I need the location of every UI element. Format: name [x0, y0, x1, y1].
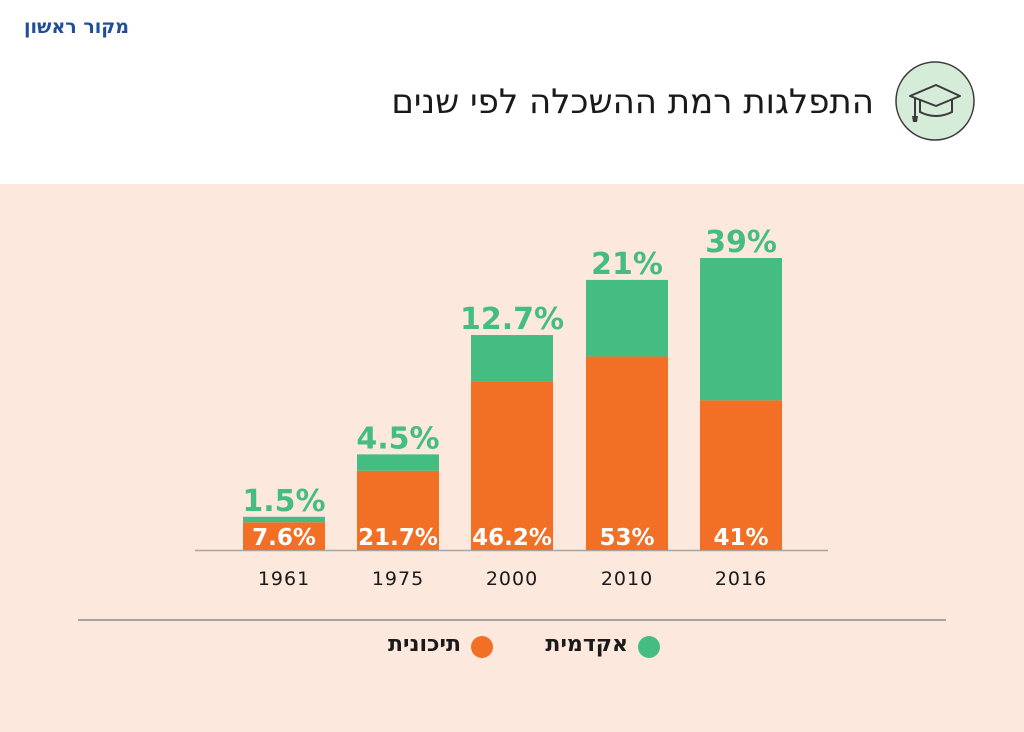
- data-label-academic-1975: 4.5%: [356, 421, 439, 456]
- legend: אקדמית תיכונית: [0, 632, 1024, 662]
- legend-swatch-academic: [638, 636, 660, 658]
- data-label-highschool-2010: 53%: [599, 525, 654, 551]
- bar-highschool-2010: [586, 356, 668, 550]
- graduation-cap-icon: [894, 60, 976, 142]
- bar-highschool-1961: [243, 522, 325, 550]
- data-label-highschool-2016: 41%: [713, 525, 768, 551]
- x-tick-label-2010: 2010: [601, 568, 653, 590]
- legend-label-academic: אקדמית: [545, 632, 628, 657]
- bar-academic-1975: [357, 454, 439, 471]
- chart-title: התפלגות רמת ההשכלה לפי שנים: [391, 82, 874, 122]
- data-label-academic-2010: 21%: [591, 247, 663, 282]
- bar-academic-2016: [700, 258, 782, 401]
- data-label-highschool-1975: 21.7%: [358, 525, 438, 551]
- bar-chart: 7.6% 1.5% 1961 21.7% 4.5% 1975 46.2% 12.7% 2000 5…: [195, 225, 828, 590]
- data-label-academic-1961: 1.5%: [242, 484, 325, 519]
- legend-item-academic: אקדמית: [530, 632, 660, 660]
- legend-item-highschool: תיכונית: [368, 632, 493, 660]
- header: מקור ראשון התפלגות רמת ההשכלה לפי שנים: [0, 0, 1024, 184]
- bar-highschool-1975: [357, 470, 439, 550]
- x-tick-label-2000: 2000: [486, 568, 538, 590]
- data-label-highschool-1961: 7.6%: [252, 525, 316, 551]
- legend-label-highschool: תיכונית: [388, 632, 461, 657]
- x-tick-label-2016: 2016: [715, 568, 767, 590]
- brand-logo: מקור ראשון: [24, 16, 130, 38]
- bar-highschool-2000: [471, 381, 553, 550]
- legend-swatch-highschool: [471, 636, 493, 658]
- bar-highschool-2016: [700, 400, 782, 550]
- data-label-academic-2000: 12.7%: [460, 302, 564, 337]
- legend-divider: [78, 619, 946, 621]
- x-tick-label-1961: 1961: [258, 568, 310, 590]
- x-tick-label-1975: 1975: [372, 568, 424, 590]
- bar-academic-1961: [243, 516, 325, 523]
- bar-academic-2010: [586, 279, 668, 357]
- data-label-academic-2016: 39%: [705, 225, 777, 260]
- bar-academic-2000: [471, 335, 553, 382]
- data-label-highschool-2000: 46.2%: [472, 525, 552, 551]
- chart-area: 7.6% 1.5% 1961 21.7% 4.5% 1975 46.2% 12.7% 2000 5…: [0, 184, 1024, 732]
